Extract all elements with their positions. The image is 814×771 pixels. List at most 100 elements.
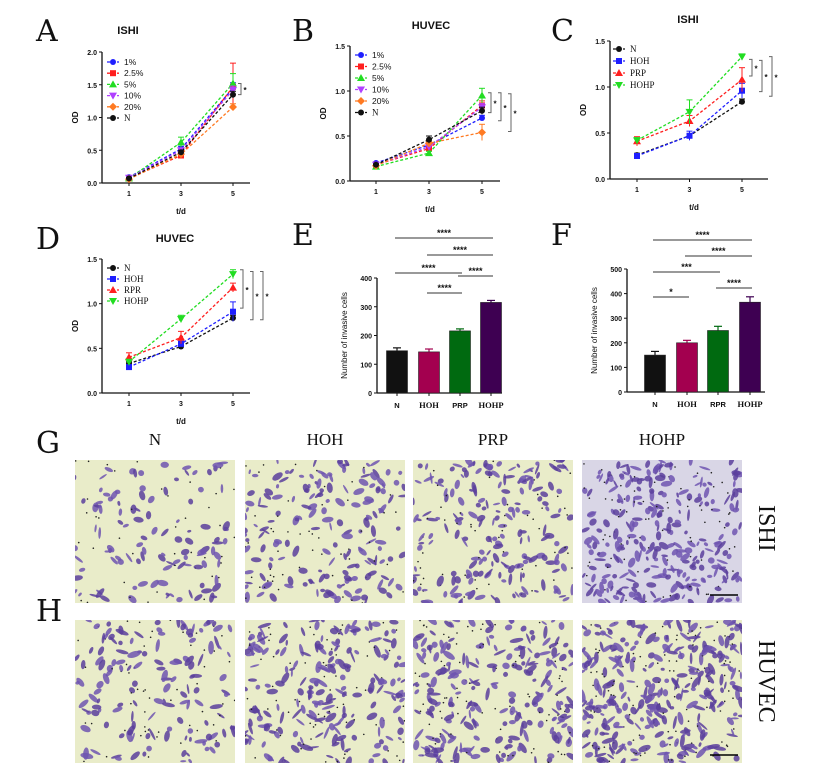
stained-cell [689,652,693,665]
membrane-pore [718,520,721,523]
stained-cell [268,730,276,734]
membrane-pore [696,472,699,474]
membrane-pore [456,632,458,634]
membrane-pore [590,710,592,712]
stained-cell [674,677,679,691]
stained-cell [290,669,293,677]
stained-cell [647,507,657,511]
stained-cell [161,552,166,557]
membrane-pore [314,723,317,726]
stained-cell [366,462,371,467]
stained-cell [105,627,112,636]
stained-cell [475,468,482,474]
x-tick-label-d: 3 [179,401,183,408]
stained-cell [130,504,137,514]
membrane-pore [289,662,291,665]
membrane-pore [689,536,692,539]
stained-cell [186,683,190,695]
membrane-pore [662,510,664,512]
stained-cell [280,646,287,657]
membrane-pore [488,583,490,586]
stained-cell [634,704,642,715]
significance-stars-f: *** [681,262,692,272]
membrane-pore [375,723,377,726]
membrane-pore [604,534,606,536]
panel-label-d: D [36,222,61,257]
stained-cell [443,714,455,721]
stained-cell [614,655,623,668]
membrane-pore [419,710,422,713]
stained-cell [712,653,718,659]
stained-cell [620,691,627,699]
membrane-pore [559,708,562,710]
stained-cell [263,710,272,718]
stained-cell [464,591,476,597]
membrane-pore [130,702,132,705]
membrane-pore [281,573,284,576]
stained-cell [730,667,737,680]
stained-cell [719,566,727,571]
stained-cell [387,556,394,562]
stained-cell [731,620,736,625]
membrane-pore [246,697,249,700]
stained-cell [463,721,474,730]
stained-cell [547,753,555,759]
membrane-pore [80,599,82,602]
stained-cell [184,735,188,741]
membrane-pore [287,531,289,533]
membrane-pore [512,664,514,667]
membrane-pore [432,469,435,472]
stained-cell [558,595,567,598]
membrane-pore [331,574,334,577]
stained-cell [350,628,361,633]
membrane-pore [712,485,715,488]
stained-cell [271,494,283,500]
membrane-pore [635,752,637,755]
stained-cell [554,540,560,547]
stained-cell [162,702,175,708]
stained-cell [141,651,148,657]
stained-cell [468,661,479,668]
stained-cell [662,643,671,652]
membrane-pore [422,703,425,706]
membrane-pore [324,761,327,763]
stained-cell [691,561,696,568]
stained-cell [245,730,249,735]
stained-cell [111,659,117,667]
membrane-pore [445,697,448,699]
membrane-pore [275,699,278,702]
stained-cell [613,642,624,653]
stained-cell [492,543,504,550]
stained-cell [521,477,532,483]
stained-cell [468,709,472,719]
membrane-pore [347,499,349,501]
stained-cell [640,599,646,603]
stained-cell [492,517,495,526]
membrane-pore [129,596,131,599]
stained-cell [508,691,517,698]
legend-label-b: 20% [372,96,389,106]
stained-cell [718,654,726,663]
membrane-pore [424,662,426,665]
stained-cell [380,653,388,659]
stained-cell [209,592,215,603]
membrane-pore [538,527,541,530]
legend-label-a: 2.5% [124,68,144,78]
membrane-pore [591,744,594,747]
membrane-pore [440,506,442,509]
stained-cell [444,523,449,534]
membrane-pore [182,631,184,634]
stained-cell [131,720,136,730]
membrane-pore [706,706,708,709]
significance-star-d: * [255,293,259,302]
data-point-c-2 [738,75,746,83]
stained-cell [275,649,280,655]
y-tick-label-f: 400 [610,292,622,299]
stained-cell [556,464,567,469]
membrane-pore [419,620,421,622]
stained-cell [636,478,643,485]
legend-marker-a [109,92,117,100]
stained-cell [628,591,635,598]
membrane-pore [468,682,471,684]
stained-cell [639,717,645,722]
